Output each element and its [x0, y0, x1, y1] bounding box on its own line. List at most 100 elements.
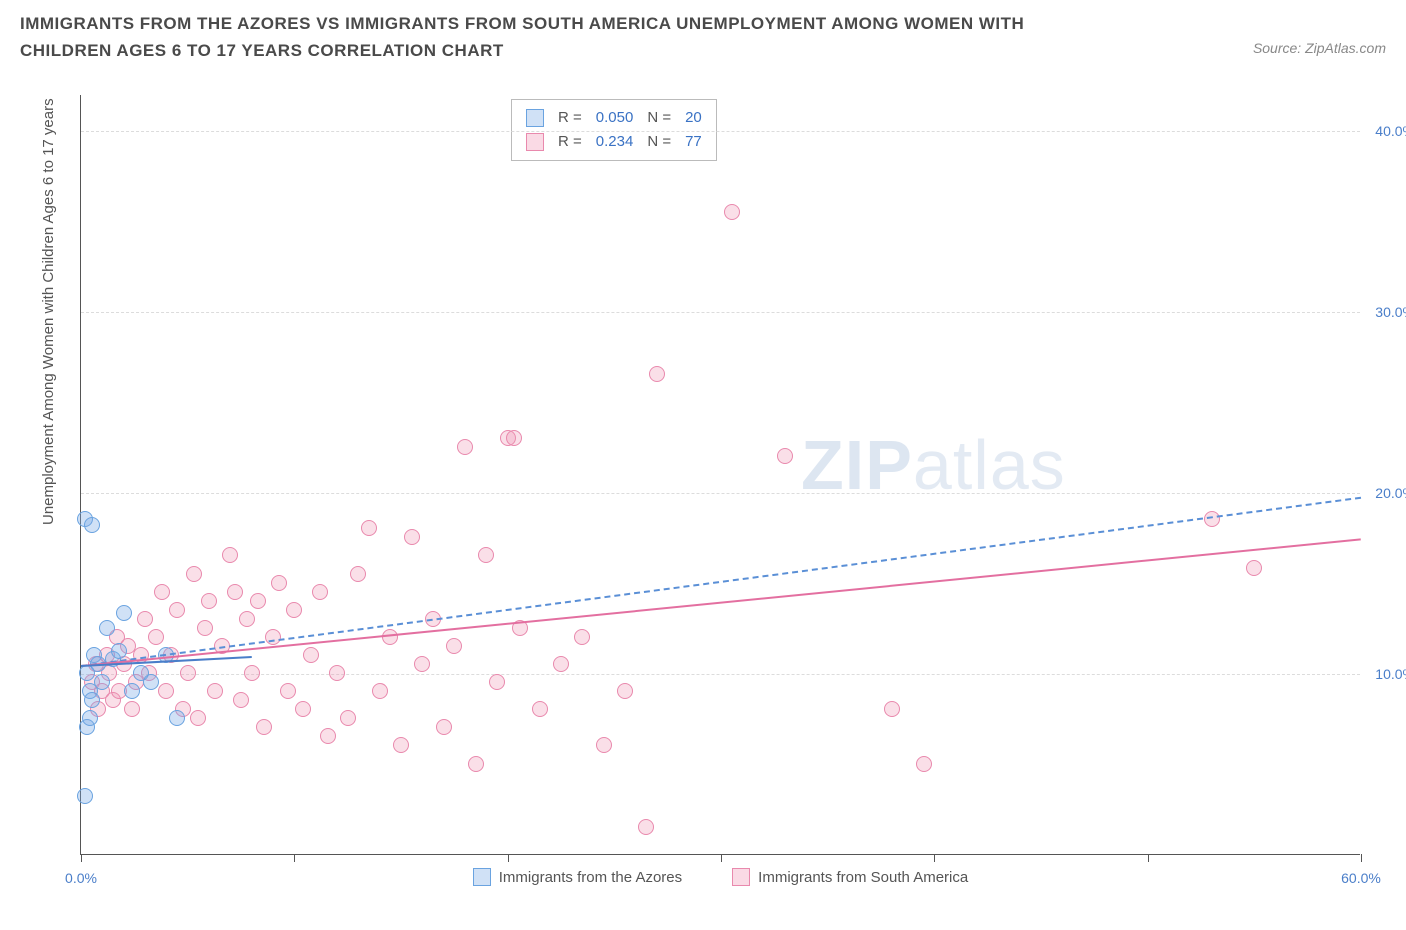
x-tick	[81, 854, 82, 862]
data-point	[233, 692, 249, 708]
n-label: N =	[647, 130, 671, 154]
chart-title: IMMIGRANTS FROM THE AZORES VS IMMIGRANTS…	[20, 10, 1120, 64]
data-point	[350, 566, 366, 582]
n-label: N =	[647, 106, 671, 130]
data-point	[124, 683, 140, 699]
data-point	[724, 204, 740, 220]
legend-label: Immigrants from the Azores	[499, 869, 682, 886]
data-point	[116, 605, 132, 621]
swatch-icon	[732, 868, 750, 886]
gridline	[81, 674, 1360, 675]
y-tick-label: 30.0%	[1375, 304, 1406, 320]
data-point	[239, 611, 255, 627]
x-tick-label: 0.0%	[65, 870, 97, 886]
data-point	[574, 629, 590, 645]
r-value: 0.050	[596, 106, 634, 130]
data-point	[256, 719, 272, 735]
source-attribution: Source: ZipAtlas.com	[1253, 40, 1386, 56]
chart-container: Unemployment Among Women with Children A…	[20, 95, 1386, 895]
gridline	[81, 493, 1360, 494]
data-point	[143, 674, 159, 690]
r-label: R =	[558, 130, 582, 154]
trend-line	[81, 538, 1361, 667]
data-point	[489, 674, 505, 690]
legend: Immigrants from the Azores Immigrants fr…	[81, 868, 1360, 886]
data-point	[186, 566, 202, 582]
data-point	[158, 683, 174, 699]
gridline	[81, 131, 1360, 132]
x-tick	[721, 854, 722, 862]
x-tick	[508, 854, 509, 862]
data-point	[340, 710, 356, 726]
data-point	[372, 683, 388, 699]
data-point	[446, 638, 462, 654]
data-point	[777, 448, 793, 464]
data-point	[649, 366, 665, 382]
legend-label: Immigrants from South America	[758, 869, 968, 886]
r-value: 0.234	[596, 130, 634, 154]
data-point	[596, 737, 612, 753]
swatch-icon	[526, 109, 544, 127]
data-point	[1204, 511, 1220, 527]
y-tick-label: 40.0%	[1375, 123, 1406, 139]
data-point	[329, 665, 345, 681]
data-point	[884, 701, 900, 717]
legend-item-south-america: Immigrants from South America	[732, 868, 968, 886]
data-point	[201, 593, 217, 609]
data-point	[532, 701, 548, 717]
data-point	[94, 674, 110, 690]
x-tick	[294, 854, 295, 862]
n-value: 77	[685, 130, 702, 154]
data-point	[154, 584, 170, 600]
data-point	[190, 710, 206, 726]
data-point	[222, 547, 238, 563]
data-point	[617, 683, 633, 699]
data-point	[286, 602, 302, 618]
y-axis-label: Unemployment Among Women with Children A…	[40, 98, 57, 525]
data-point	[436, 719, 452, 735]
y-tick-label: 20.0%	[1375, 485, 1406, 501]
data-point	[169, 710, 185, 726]
data-point	[250, 593, 266, 609]
legend-item-azores: Immigrants from the Azores	[473, 868, 682, 886]
data-point	[1246, 560, 1262, 576]
swatch-icon	[526, 133, 544, 151]
correlation-stats-box: R = 0.050 N = 20 R = 0.234 N = 77	[511, 99, 717, 161]
n-value: 20	[685, 106, 702, 130]
data-point	[84, 517, 100, 533]
data-point	[404, 529, 420, 545]
data-point	[99, 620, 115, 636]
gridline	[81, 312, 1360, 313]
data-point	[77, 788, 93, 804]
r-label: R =	[558, 106, 582, 130]
data-point	[180, 665, 196, 681]
data-point	[303, 647, 319, 663]
data-point	[82, 710, 98, 726]
swatch-icon	[473, 868, 491, 886]
data-point	[468, 756, 484, 772]
data-point	[244, 665, 260, 681]
data-point	[361, 520, 377, 536]
data-point	[393, 737, 409, 753]
data-point	[137, 611, 153, 627]
data-point	[414, 656, 430, 672]
data-point	[169, 602, 185, 618]
data-point	[111, 643, 127, 659]
data-point	[148, 629, 164, 645]
data-point	[197, 620, 213, 636]
x-tick	[1148, 854, 1149, 862]
stats-row-south-america: R = 0.234 N = 77	[526, 130, 702, 154]
data-point	[916, 756, 932, 772]
data-point	[207, 683, 223, 699]
data-point	[280, 683, 296, 699]
x-tick-label: 60.0%	[1341, 870, 1381, 886]
x-tick	[934, 854, 935, 862]
data-point	[227, 584, 243, 600]
data-point	[457, 439, 473, 455]
data-point	[312, 584, 328, 600]
data-point	[84, 692, 100, 708]
data-point	[320, 728, 336, 744]
data-point	[295, 701, 311, 717]
x-tick	[1361, 854, 1362, 862]
data-point	[124, 701, 140, 717]
